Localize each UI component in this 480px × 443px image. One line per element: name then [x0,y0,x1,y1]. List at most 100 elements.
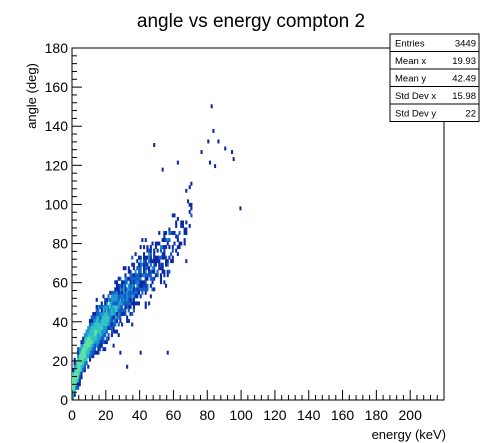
heatmap-cell [166,273,169,278]
heatmap-cell [99,319,102,323]
heatmap-cell [175,234,178,239]
heatmap-cell [105,329,108,334]
heatmap-cell [117,297,120,302]
heatmap-cell [73,385,76,390]
heatmap-cell [99,333,102,338]
heatmap-cell [82,350,85,355]
heatmap-cell [104,347,107,352]
heatmap-cell [149,245,152,250]
heatmap-cell [105,319,108,323]
x-tick-label: 140 [297,407,321,423]
heatmap-cell [115,315,119,320]
heatmap-cell [185,220,188,225]
x-tick-label: 0 [68,407,76,423]
heatmap-cell [114,290,117,295]
heatmap-cell [151,259,154,264]
heatmap-cell [95,340,98,345]
heatmap-cell [122,294,125,299]
heatmap-cell [105,312,108,316]
heatmap-cell [132,308,135,313]
heatmap-cell [144,301,147,306]
heatmap-cell [175,220,178,225]
heatmap-cell [87,336,90,341]
heatmap-cell [95,322,98,327]
heatmap-cell [165,262,168,267]
heatmap-cell [122,297,125,302]
heatmap-cell [143,273,146,278]
heatmap-cell [171,255,174,260]
heatmap-cell [114,297,117,302]
heatmap-cell [144,273,147,278]
heatmap-cell [149,255,152,260]
heatmap-cell [87,350,90,355]
heatmap-cell [158,241,161,246]
plot-frame [71,47,445,401]
heatmap-cell [104,326,107,330]
heatmap-cell [126,280,129,285]
x-tick-label: 20 [98,407,114,423]
heatmap-cell [97,343,100,348]
heatmap-cell [107,304,110,309]
heatmap-cell [121,280,124,285]
heatmap-cell [104,333,107,338]
heatmap-cell [93,329,97,334]
heatmap-cell [80,375,83,380]
heatmap-cell [163,248,166,253]
heatmap-cell [97,329,100,334]
heatmap-cell [176,216,179,221]
heatmap-cell [124,304,127,309]
heatmap-cell [97,304,100,309]
heatmap-cell [181,224,184,228]
heatmap-cell [93,340,97,345]
heatmap-cell [99,312,102,316]
heatmap-cell [93,322,97,327]
heatmap-cell [141,290,144,295]
heatmap-cell [210,104,213,109]
heatmap-cell [127,269,130,274]
heatmap-cell [159,262,163,267]
heatmap-cell [80,343,83,348]
heatmap-cell [176,160,179,165]
heatmap-cell [93,319,97,323]
heatmap-cell [188,209,191,214]
heatmap-cell [110,329,113,334]
heatmap-cell [90,326,93,330]
heatmap-cell [95,329,98,334]
heatmap-cell [100,336,103,341]
heatmap-cell [132,290,135,295]
heatmap-cell [126,315,129,320]
heatmap-cell [109,315,112,320]
heatmap-cell [109,312,112,316]
heatmap-cell [99,304,102,309]
heatmap-cell [132,273,135,278]
heatmap-cell [102,340,105,345]
heatmap-cell [168,269,171,274]
heatmap-cell [92,340,95,345]
heatmap-cell [143,259,146,264]
heatmap-cell [183,231,186,235]
heatmap-cell [165,259,168,264]
heatmap-cell [80,354,83,359]
heatmap-cell [75,385,78,390]
heatmap-cell [112,343,115,348]
heatmap-cell [121,301,124,306]
heatmap-cell [88,357,91,362]
heatmap-cell [154,262,157,267]
heatmap-cell [92,326,95,330]
heatmap-cell [146,276,149,281]
heatmap-cell [100,333,103,338]
stats-label: Mean x [395,56,426,67]
heatmap-cell [88,343,91,348]
y-tick-label: 120 [45,157,69,173]
heatmap-cell [78,378,81,383]
heatmap-cell [137,266,141,271]
heatmap-cell [92,315,95,320]
heatmap-cell [146,245,149,250]
heatmap-cell [90,350,93,355]
heatmap-cell [181,220,184,225]
heatmap-cell [119,308,122,313]
heatmap-cell [188,185,191,190]
heatmap-cell [170,231,173,235]
heatmap-cell [121,290,124,295]
heatmap-cell [100,304,103,309]
